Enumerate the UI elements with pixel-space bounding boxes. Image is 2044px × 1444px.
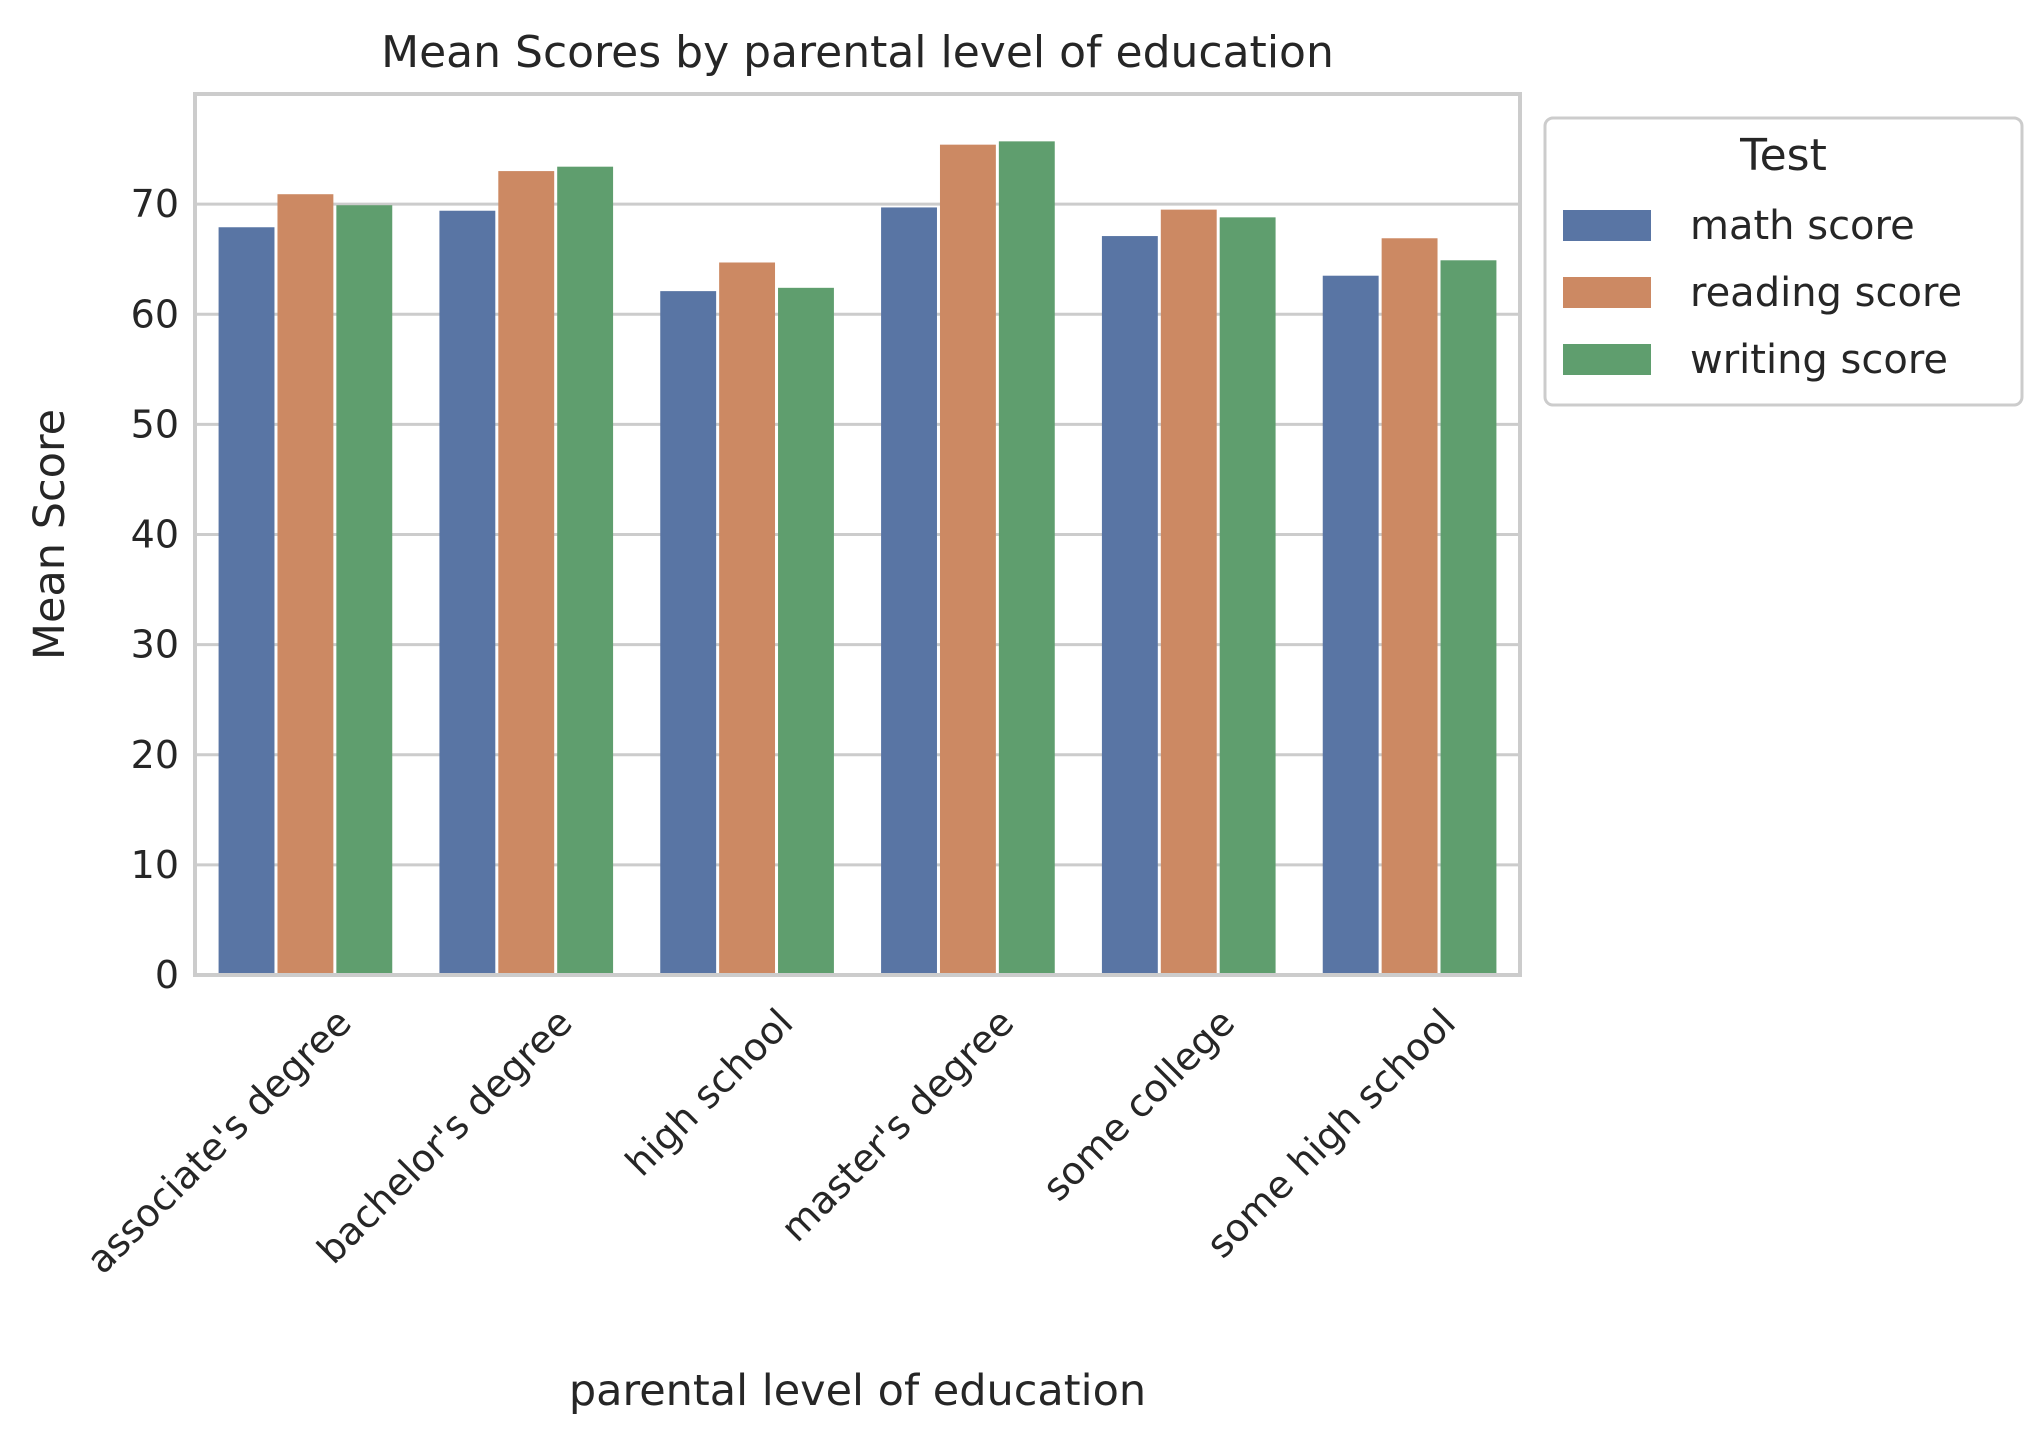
bar-math-score-0 <box>218 227 275 976</box>
bar-math-score-5 <box>1322 275 1379 975</box>
bar-math-score-2 <box>660 291 717 975</box>
chart-title: Mean Scores by parental level of educati… <box>381 27 1334 78</box>
legend: Test math score reading score writing scor… <box>1543 116 2024 407</box>
bar-reading-score-5 <box>1381 238 1438 976</box>
y-tick-label: 30 <box>131 623 179 667</box>
legend-label: reading score <box>1690 270 1962 316</box>
bar-writing-score-4 <box>1219 217 1276 976</box>
legend-box <box>1543 116 2024 407</box>
bar-writing-score-2 <box>778 287 834 975</box>
bar-reading-score-1 <box>498 171 555 975</box>
legend-label: math score <box>1690 203 1915 249</box>
bar-math-score-1 <box>439 210 496 976</box>
legend-swatch <box>1563 344 1651 375</box>
legend-title: Test <box>1739 130 1827 181</box>
y-tick-labels: 0 10 20 30 40 50 60 70 <box>131 182 179 997</box>
plot-frame <box>193 92 1522 977</box>
bar-math-score-4 <box>1101 236 1158 975</box>
y-tick-label: 0 <box>155 953 179 997</box>
x-axis-title: parental level of education <box>569 1366 1146 1416</box>
bar-reading-score-0 <box>277 194 334 975</box>
y-axis-title: Mean Score <box>25 409 75 660</box>
bar-writing-score-3 <box>998 141 1055 975</box>
y-tick-label: 40 <box>131 513 179 557</box>
legend-swatch <box>1563 277 1651 308</box>
bar-writing-score-1 <box>557 166 614 975</box>
bars <box>218 141 1497 976</box>
bar-writing-score-5 <box>1440 260 1497 975</box>
bar-reading-score-2 <box>719 262 776 976</box>
y-tick-label: 20 <box>131 733 179 777</box>
y-tick-label: 10 <box>131 843 179 887</box>
bar-reading-score-4 <box>1160 209 1217 976</box>
legend-label: writing score <box>1690 337 1948 383</box>
legend-swatch <box>1563 210 1651 241</box>
bar-math-score-3 <box>881 207 937 975</box>
legend-items: math score reading score writing score <box>1563 203 1962 383</box>
y-tick-label: 70 <box>131 182 179 226</box>
y-tick-label: 60 <box>131 292 179 336</box>
bar-writing-score-0 <box>336 205 393 975</box>
bar-reading-score-3 <box>939 144 996 976</box>
y-tick-label: 50 <box>131 402 179 446</box>
